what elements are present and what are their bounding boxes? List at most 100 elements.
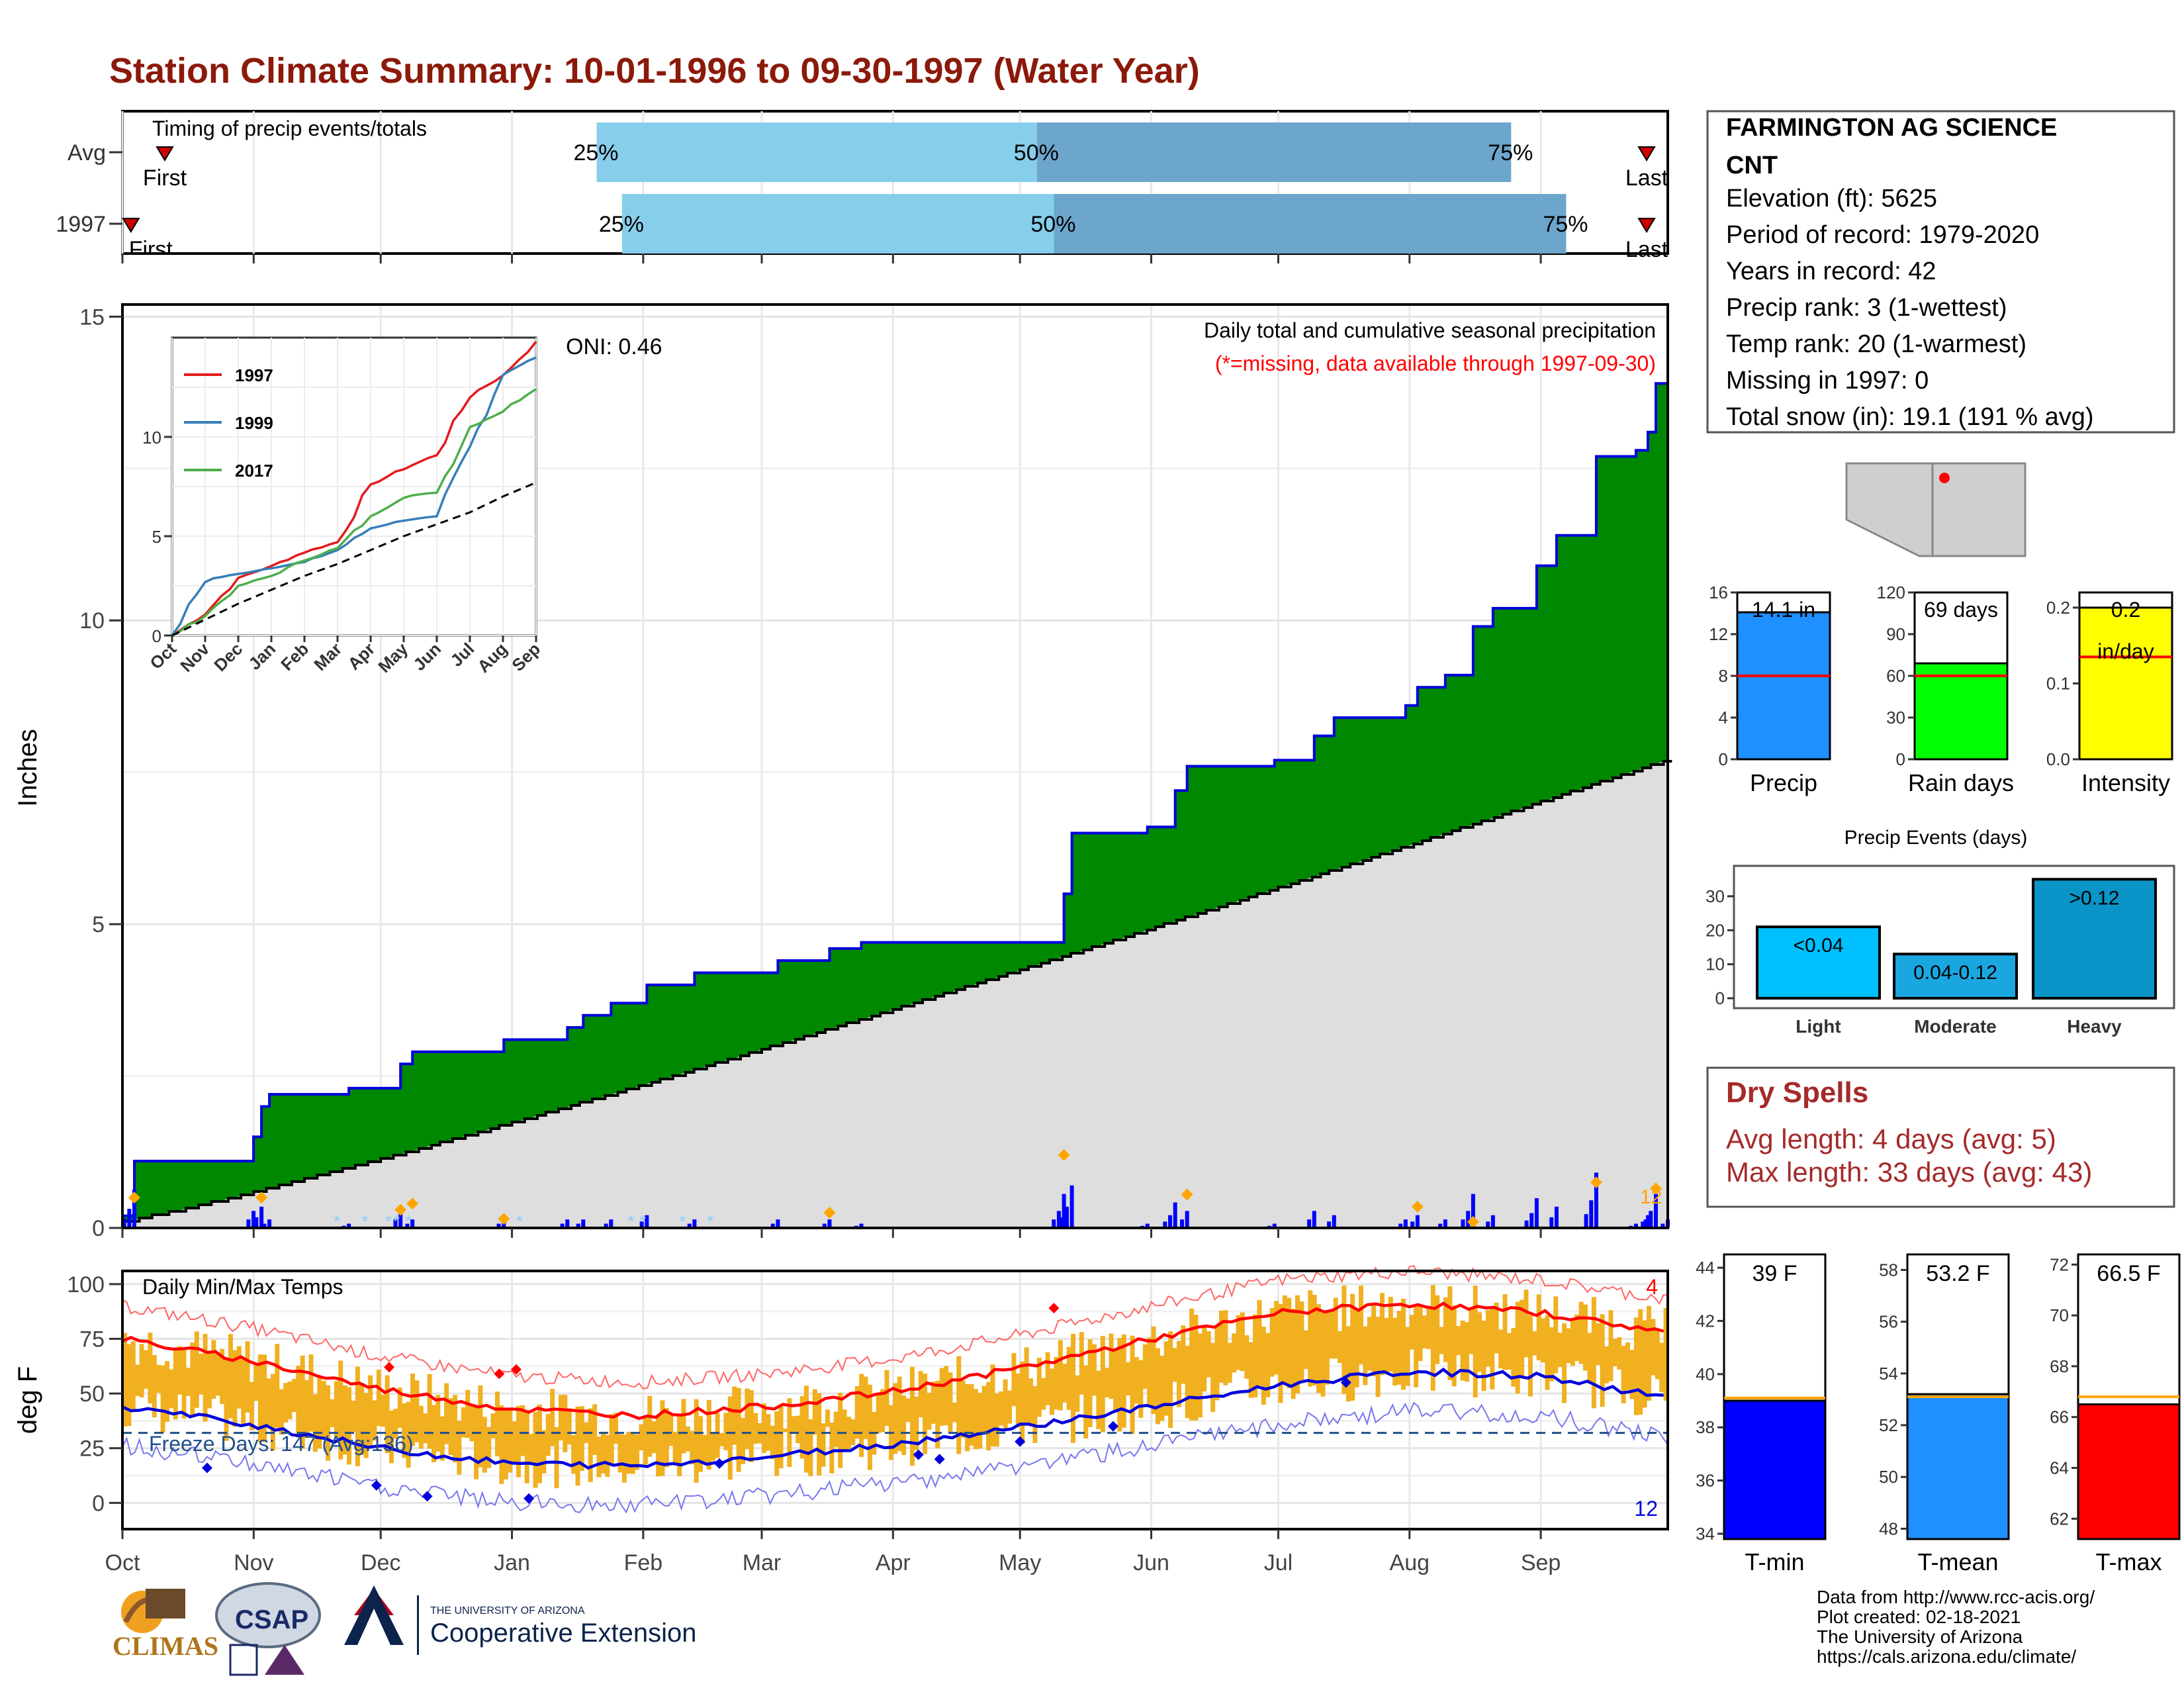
precip-event-diamond-0 [128,1192,141,1204]
daily-temp-range-bar [406,1401,411,1468]
daily-temp-range-bar [1130,1335,1135,1434]
daily-temp-range-bar [694,1399,699,1483]
daily-precip-bar [687,1223,692,1228]
daily-temp-range-bar [287,1382,293,1420]
daily-temp-range-bar [1291,1308,1296,1399]
daily-temp-range-bar [812,1389,817,1435]
avg-min-temp-line [122,1368,1664,1470]
daily-temp-range-bar [617,1434,623,1473]
daily-temp-range-bar [1520,1299,1525,1376]
daily-temp-range-bar [1320,1312,1326,1397]
daily-temp-range-bar [1633,1317,1639,1415]
daily-temp-range-bar [677,1416,682,1477]
daily-temp-range-bar [1032,1386,1038,1443]
daily-temp-range-bar [1155,1348,1160,1425]
daily-temp-range-bar [1172,1348,1177,1382]
record-low-diamond-3 [523,1493,535,1504]
daily-precip-bar [1307,1219,1312,1228]
daily-temp-range-bar [1075,1375,1080,1412]
daily-temp-range-bar [698,1416,704,1472]
daily-precip-bar [822,1223,827,1228]
daily-temp-range-bar [706,1399,711,1470]
daily-temp-range-bar [664,1408,669,1468]
daily-precip-bar [1272,1223,1277,1228]
page-title: Station Climate Summary: 10-01-1996 to 0… [109,51,1200,91]
station-location-marker [1939,473,1950,483]
month-label-11: Sep [1521,1550,1561,1575]
daily-temp-range-bar [1028,1378,1034,1427]
daily-temp-range-bar [656,1415,661,1477]
daily-temp-range-bar [736,1387,741,1472]
month-label-2: Dec [361,1550,400,1575]
daily-precip-bar [1534,1198,1539,1228]
daily-temp-range-bar [194,1331,199,1408]
daily-temp-range-bar [1384,1318,1389,1372]
precip-events-title: Precip Events (days) [1844,827,2028,849]
precip-event-diamond-9 [1467,1215,1479,1228]
snow-marker-7: * [639,1211,646,1231]
snow-marker-1: * [361,1211,368,1231]
daily-temp-range-bar [579,1406,584,1472]
daily-temp-range-bar [1105,1368,1110,1397]
daily-temp-range-bar [863,1376,868,1439]
record-low-diamond-4 [714,1458,725,1469]
daily-temp-range-bar [1532,1331,1537,1356]
daily-temp-range-bar [143,1350,148,1389]
station-name-line1: FARMINGTON AG SCIENCE [1726,114,2057,142]
temp-bar-value-1: 53.2 F [1926,1261,1989,1286]
precip-annotation: Daily total and cumulative seasonal prec… [1204,318,1656,342]
daily-temp-range-bar [672,1432,678,1464]
dry-spells-title: Dry Spells [1726,1076,1868,1109]
daily-temp-range-bar [1316,1304,1322,1393]
first-marker-1 [122,218,140,233]
precip-ytick-label-0: 0 [92,1216,105,1241]
oni-label: ONI: 0.46 [566,334,662,359]
daily-precip-bar [827,1219,832,1228]
daily-temp-range-bar [427,1374,432,1449]
daily-temp-range-bar [1651,1319,1656,1376]
last-label-0: Last [1625,165,1668,191]
daily-temp-range-bar [1367,1317,1372,1370]
daily-temp-range-bar [1329,1311,1334,1359]
daily-temp-range-bar [1473,1286,1478,1398]
daily-temp-range-bar [829,1422,835,1474]
daily-temp-range-bar [1591,1297,1596,1409]
daily-temp-range-bar [516,1405,521,1477]
summary-bar-value-0: 14.1 in [1752,598,1815,622]
temp-bar-ytick-label-2-4: 70 [2050,1305,2069,1325]
record-high-diamond-1 [494,1368,505,1380]
daily-temp-range-bar [1240,1312,1245,1372]
daily-precip-bar [1056,1211,1061,1228]
daily-temp-range-bar [905,1398,911,1423]
temp-bar-ytick-label-1-2: 52 [1879,1415,1898,1435]
daily-temp-range-bar [1642,1320,1647,1408]
daily-temp-range-bar [850,1419,856,1446]
daily-temp-range-bar [1210,1342,1216,1412]
temp-bar-ytick-label-2-2: 66 [2050,1407,2069,1427]
daily-precip-bar [1645,1215,1650,1228]
daily-temp-range-bar [1570,1318,1575,1366]
snow-marker-9: * [707,1211,713,1231]
daily-temp-range-bar [1617,1337,1622,1370]
daily-temp-range-bar [914,1396,919,1450]
summary-ytick-label-1-4: 120 [1877,583,1905,602]
daily-temp-range-bar [774,1411,780,1476]
daily-temp-range-bar [1041,1378,1046,1410]
daily-temp-range-bar [1308,1290,1313,1387]
daily-temp-range-bar [1138,1360,1144,1418]
daily-temp-range-bar [448,1398,453,1456]
daily-temp-range-bar [122,1333,127,1427]
daily-temp-range-bar [393,1409,398,1439]
daily-temp-range-bar [965,1383,970,1452]
daily-temp-range-bar [1562,1323,1567,1403]
temp-bar-ytick-label-0-1: 36 [1696,1471,1715,1491]
daily-temp-range-bar [981,1385,987,1433]
daily-temp-range-bar [1596,1323,1601,1366]
daily-temp-range-bar [605,1434,610,1477]
daily-temp-range-bar [1142,1344,1148,1389]
daily-precip-bar [1589,1200,1594,1228]
timing-row-label-1: 1997 [56,212,106,237]
daily-temp-range-bar [1400,1298,1406,1390]
daily-temp-range-bar [647,1395,653,1457]
